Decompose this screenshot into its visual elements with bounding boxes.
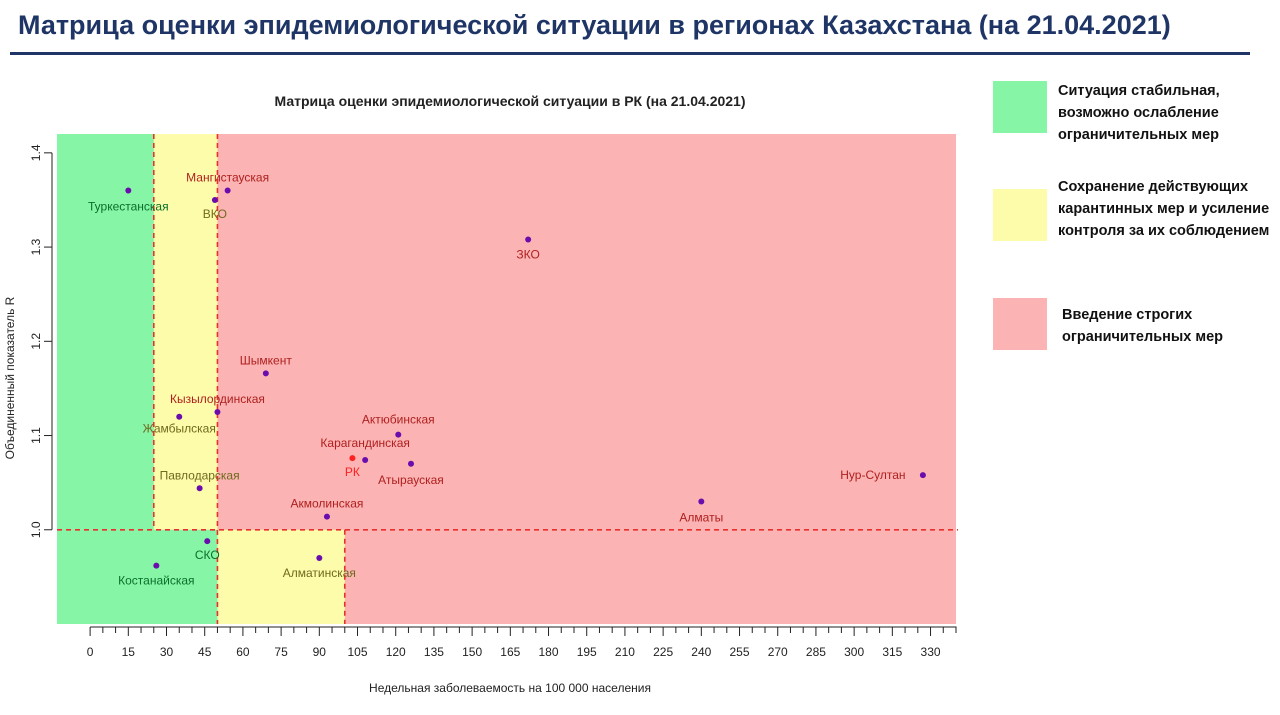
x-tick-label: 120 — [386, 645, 406, 659]
yellow-zone-lower — [217, 529, 345, 624]
data-point-label: ЗКО — [516, 248, 539, 262]
data-point-label: Карагандинская — [320, 436, 409, 450]
data-point-label: Акмолинская — [290, 497, 363, 511]
data-point — [698, 498, 705, 505]
data-point-label: Нур-Султан — [840, 468, 905, 482]
legend-swatch-red — [993, 298, 1047, 350]
x-tick-label: 255 — [730, 645, 750, 659]
y-axis: 1.0 1.1 1.2 1.3 1.4 — [29, 144, 53, 538]
data-point — [224, 187, 231, 194]
x-tick-label: 285 — [806, 645, 826, 659]
data-point-label: СКО — [195, 548, 220, 562]
data-point — [349, 455, 356, 462]
legend-label-green: Ситуация стабильная, возможно ослабление… — [1058, 83, 1220, 143]
y-tick-label: 1.0 — [29, 521, 43, 538]
x-tick-label: 165 — [500, 645, 520, 659]
x-axis-label: Недельная заболеваемость на 100 000 насе… — [369, 681, 651, 695]
data-points: Туркестанская Мангистауская ВКО ЗКО Шымкент К… — [88, 171, 926, 588]
data-point — [316, 555, 323, 562]
data-point-label: Жамбылская — [143, 422, 216, 436]
data-point — [196, 485, 203, 492]
data-point-label: Кызылординская — [170, 392, 265, 406]
green-zone-lower — [57, 529, 218, 624]
data-point-label: Павлодарская — [160, 468, 240, 482]
data-point — [395, 431, 402, 438]
data-point-label: Алматинская — [283, 566, 356, 580]
x-tick-label: 300 — [844, 645, 864, 659]
y-axis-label: Объединенный показатель R — [3, 296, 17, 459]
x-tick-label: 15 — [122, 645, 136, 659]
data-point-label: Алматы — [679, 511, 723, 525]
slide-title: Матрица оценки эпидемиологической ситуац… — [18, 10, 1171, 40]
data-point — [407, 460, 414, 467]
x-tick-label: 90 — [313, 645, 327, 659]
data-point-label: РК — [345, 465, 360, 479]
x-tick-label: 30 — [160, 645, 174, 659]
x-tick-label: 195 — [577, 645, 597, 659]
x-tick-label: 225 — [653, 645, 673, 659]
data-point — [919, 472, 926, 479]
chart-title: Матрица оценки эпидемиологической ситуац… — [274, 93, 745, 109]
data-point-label: Костанайская — [118, 574, 194, 588]
x-tick-label: 180 — [539, 645, 559, 659]
data-point — [362, 457, 369, 464]
green-zone-upper — [57, 134, 154, 530]
x-tick-label: 240 — [691, 645, 711, 659]
data-point-label: Мангистауская — [186, 171, 269, 185]
x-tick-label: 60 — [236, 645, 250, 659]
data-point — [204, 538, 211, 545]
x-tick-label: 135 — [424, 645, 444, 659]
data-point — [262, 370, 269, 377]
x-tick-label: 210 — [615, 645, 635, 659]
data-point-label: Туркестанская — [88, 200, 169, 214]
x-tick-label: 330 — [921, 645, 941, 659]
x-tick-label: 105 — [347, 645, 367, 659]
x-tick-label: 75 — [274, 645, 288, 659]
yellow-zone-upper — [153, 134, 218, 530]
data-point — [211, 196, 218, 203]
threshold-lines — [57, 134, 958, 624]
data-point-label: Актюбинская — [362, 413, 435, 427]
data-point — [214, 408, 221, 415]
y-tick-label: 1.4 — [29, 144, 43, 161]
data-point — [176, 413, 183, 420]
data-point — [525, 236, 532, 243]
legend-swatch-green — [993, 81, 1047, 133]
x-axis: 0 15 30 45 60 75 90 105 120 135 150 165 180 195 210 225… — [87, 626, 957, 659]
y-tick-label: 1.2 — [29, 333, 43, 350]
y-tick-label: 1.1 — [29, 427, 43, 444]
title-underline — [10, 52, 1250, 55]
legend-label-yellow: Сохранение действующих карантинных мер и… — [1058, 179, 1270, 239]
x-tick-label: 315 — [882, 645, 902, 659]
data-point-label: Атырауская — [378, 473, 444, 487]
legend-label-red: Введение строгих ограничительных мер — [1062, 307, 1223, 345]
x-tick-label: 150 — [462, 645, 482, 659]
data-point — [153, 562, 160, 569]
x-tick-label: 45 — [198, 645, 212, 659]
zone-backgrounds — [57, 134, 956, 624]
x-tick-label: 0 — [87, 645, 94, 659]
data-point-label: ВКО — [203, 207, 227, 221]
data-point — [323, 513, 330, 520]
x-tick-label: 270 — [768, 645, 788, 659]
data-point — [125, 187, 132, 194]
legend-swatch-yellow — [993, 189, 1047, 241]
y-tick-label: 1.3 — [29, 238, 43, 255]
data-point-label: Шымкент — [240, 353, 293, 367]
